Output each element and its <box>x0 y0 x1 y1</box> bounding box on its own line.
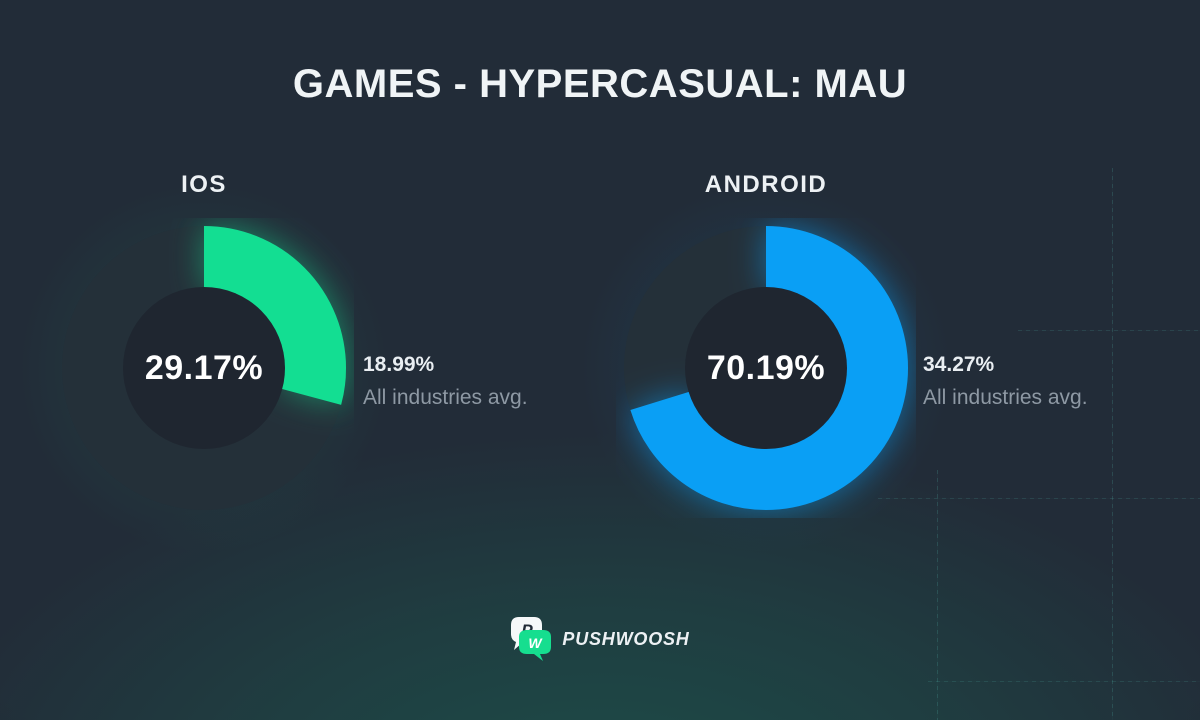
benchmark-caption-android: All industries avg. <box>923 386 1088 409</box>
benchmark-caption-ios: All industries avg. <box>363 386 528 409</box>
donut-chart-ios <box>62 226 346 510</box>
chart-android: ANDROID 70.19% <box>554 156 978 580</box>
brand-name: PUSHWOOSH <box>562 628 690 649</box>
page-title: GAMES - HYPERCASUAL: MAU <box>292 62 908 106</box>
donut-arc <box>62 226 346 510</box>
donut-android: 70.19% <box>554 156 978 580</box>
grid-line <box>1018 330 1200 331</box>
donut-value-ios: 29.17% <box>144 348 264 387</box>
donut-chart-android <box>624 226 908 510</box>
benchmark-android: 34.27% All industries avg. <box>923 352 1163 410</box>
grid-line <box>928 681 1200 682</box>
donut-value-android: 70.19% <box>706 348 826 387</box>
donut-hole <box>123 287 285 449</box>
grid-line <box>878 498 1200 499</box>
chart-label-ios: IOS <box>181 171 227 198</box>
donut-ios: 29.17% <box>0 156 416 580</box>
benchmark-ios: 18.99% All industries avg. <box>363 352 603 410</box>
logo-letter-w: W <box>529 635 544 651</box>
logo-bubble-w: W <box>519 630 552 661</box>
footer-brand: P W PUSHWOOSH <box>0 615 1200 663</box>
donut-arc <box>624 226 908 510</box>
chart-label-android: ANDROID <box>704 171 828 198</box>
donut-hole <box>685 287 847 449</box>
grid-line <box>937 470 938 720</box>
benchmark-value-ios: 18.99% <box>363 353 435 376</box>
chart-ios: IOS 29.17% <box>0 156 416 580</box>
benchmark-value-android: 34.27% <box>923 353 995 376</box>
pushwoosh-logo-icon: P W <box>511 617 552 661</box>
